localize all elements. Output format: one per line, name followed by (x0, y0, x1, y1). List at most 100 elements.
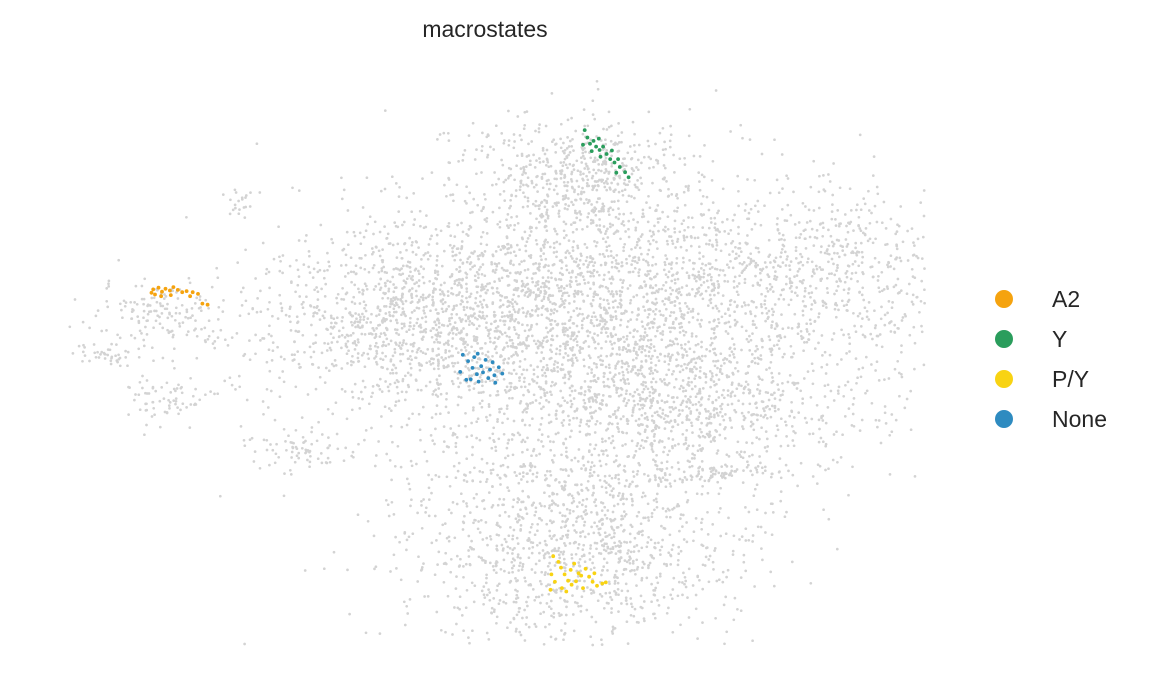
background-point (389, 424, 393, 428)
background-point (691, 403, 695, 407)
background-point (548, 319, 552, 322)
background-point (611, 300, 615, 304)
background-point (720, 393, 724, 397)
background-point (526, 436, 529, 440)
background-point (900, 372, 903, 376)
background-point (568, 393, 572, 397)
background-point (771, 290, 775, 293)
background-point (465, 260, 469, 264)
background-point (610, 318, 614, 322)
background-point (667, 362, 671, 366)
background-point (832, 242, 836, 246)
background-point (714, 228, 718, 232)
background-point (670, 405, 674, 409)
background-point (847, 221, 850, 225)
background-point (749, 260, 753, 263)
background-point (317, 420, 320, 424)
background-point (711, 306, 715, 310)
background-point (711, 159, 715, 163)
background-point (625, 334, 629, 338)
background-point (867, 189, 870, 193)
background-point (295, 315, 299, 319)
background-point (557, 209, 561, 213)
background-point (547, 413, 551, 417)
background-point (798, 236, 801, 239)
background-point (380, 319, 384, 323)
background-point (528, 289, 531, 293)
background-point (775, 178, 779, 182)
background-point (690, 457, 694, 460)
background-point (718, 423, 722, 426)
background-point (493, 320, 496, 324)
background-point (634, 340, 637, 344)
background-point (449, 234, 453, 238)
background-point (571, 249, 575, 252)
background-point (655, 289, 659, 293)
background-point (467, 351, 471, 354)
background-point (498, 319, 502, 322)
background-point (857, 224, 860, 227)
background-point (551, 205, 555, 208)
background-point (737, 225, 740, 229)
background-point (589, 405, 592, 409)
background-point (909, 389, 913, 393)
background-point (516, 321, 520, 324)
background-point (652, 458, 655, 462)
background-point (546, 339, 549, 343)
background-point (854, 357, 858, 360)
background-point (724, 426, 727, 429)
background-point (746, 234, 749, 237)
background-point (248, 339, 251, 342)
background-point (511, 453, 515, 457)
background-point (754, 246, 758, 250)
background-point (534, 295, 538, 299)
background-point (558, 259, 562, 263)
background-point (661, 210, 664, 214)
background-point (215, 266, 219, 270)
background-point (770, 326, 773, 329)
background-point (480, 346, 484, 350)
background-point (535, 381, 539, 385)
background-point (513, 279, 517, 282)
background-point (672, 342, 676, 346)
background-point (545, 335, 548, 339)
background-point (720, 315, 724, 319)
background-point (493, 347, 497, 351)
background-point (541, 172, 545, 176)
background-point (575, 257, 579, 261)
background-point (527, 254, 531, 258)
background-point (831, 193, 835, 197)
background-point (614, 141, 617, 145)
background-point (588, 389, 592, 393)
background-point (482, 205, 485, 209)
background-point (439, 292, 442, 296)
background-point (633, 266, 637, 270)
background-point (710, 243, 714, 247)
background-point (466, 257, 470, 261)
background-point (364, 253, 367, 257)
background-point (607, 254, 610, 258)
background-point (207, 306, 210, 310)
background-point (487, 405, 491, 408)
background-point (256, 297, 259, 300)
background-point (892, 285, 896, 289)
background-point (704, 263, 708, 267)
background-point (658, 131, 662, 135)
background-point (896, 326, 900, 330)
background-point (900, 350, 903, 354)
background-point (563, 291, 567, 295)
background-point (555, 240, 559, 244)
background-point (619, 278, 622, 282)
background-point (683, 362, 686, 366)
background-point (754, 274, 757, 278)
background-point (747, 340, 750, 344)
background-point (490, 262, 494, 266)
background-point (667, 262, 671, 266)
background-point (388, 305, 392, 309)
background-point (512, 325, 516, 329)
background-point (774, 270, 777, 273)
background-point (397, 344, 401, 348)
background-point (565, 450, 568, 454)
background-point (462, 337, 465, 341)
background-point (395, 328, 399, 332)
